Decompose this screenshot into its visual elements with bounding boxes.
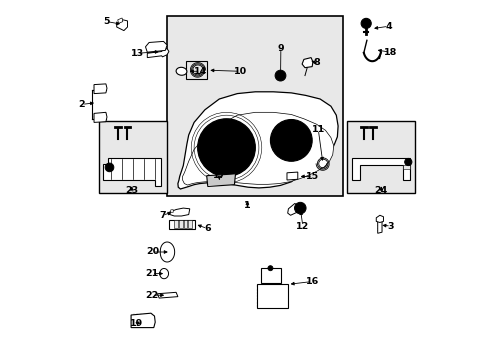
Circle shape [283,132,299,148]
Text: 18: 18 [383,48,396,57]
Polygon shape [287,203,297,215]
Circle shape [404,158,411,166]
Polygon shape [302,58,312,68]
Polygon shape [377,220,381,233]
Text: 4: 4 [385,22,391,31]
Circle shape [221,142,231,153]
Polygon shape [206,174,235,186]
Polygon shape [147,49,168,58]
Bar [167,16,343,196]
Circle shape [297,205,303,211]
Polygon shape [286,172,297,180]
Bar [179,220,182,228]
Text: 10: 10 [233,67,246,76]
Polygon shape [117,20,127,31]
Polygon shape [160,242,174,262]
Text: 23: 23 [125,186,138,195]
Text: 7: 7 [159,211,165,220]
Text: 16: 16 [305,277,318,286]
Circle shape [197,119,255,176]
Text: 20: 20 [145,248,159,256]
Text: 22: 22 [145,291,158,300]
Bar [260,268,280,283]
Text: 2: 2 [78,100,85,109]
Bar [183,220,187,228]
Polygon shape [375,215,383,222]
Circle shape [267,266,272,271]
Text: 3: 3 [387,222,393,231]
Polygon shape [178,92,337,189]
Circle shape [362,20,368,27]
Bar [188,220,192,228]
Circle shape [105,163,114,172]
Bar [185,61,207,79]
Polygon shape [157,292,178,298]
Polygon shape [402,165,409,169]
Text: 1: 1 [244,202,250,210]
Polygon shape [145,41,167,52]
Bar [257,284,287,308]
Text: 13: 13 [130,49,143,58]
Text: 11: 11 [311,125,324,134]
Polygon shape [182,112,333,185]
Bar [346,121,415,193]
Circle shape [270,120,311,161]
Bar [99,121,167,193]
Text: 9: 9 [277,44,284,53]
Text: 15: 15 [305,172,319,181]
Text: 17: 17 [212,171,225,180]
Circle shape [275,70,285,81]
Text: 5: 5 [103,17,110,26]
Circle shape [361,18,370,28]
Text: 12: 12 [296,222,309,231]
Circle shape [294,202,305,214]
Text: 24: 24 [374,186,387,195]
Polygon shape [94,84,107,94]
Bar [168,220,194,229]
Ellipse shape [176,67,186,75]
Polygon shape [352,158,409,180]
Polygon shape [170,210,173,212]
Bar [174,220,178,228]
Polygon shape [131,313,155,328]
Text: 14: 14 [194,67,207,76]
Text: 21: 21 [145,269,158,278]
Text: 8: 8 [312,58,319,67]
Polygon shape [168,208,189,216]
Polygon shape [103,158,161,186]
Text: 6: 6 [203,224,210,233]
Polygon shape [160,269,168,279]
Polygon shape [94,112,107,122]
Text: 19: 19 [130,320,143,328]
Polygon shape [118,18,122,23]
